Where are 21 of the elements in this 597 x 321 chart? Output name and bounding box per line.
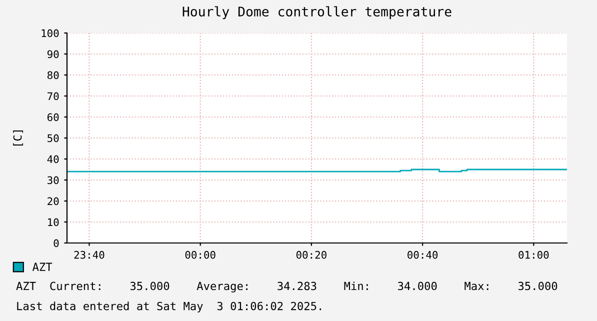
legend-label: AZT — [32, 262, 52, 271]
y-tick-label: 50 — [48, 134, 59, 142]
x-tick-label: 00:00 — [185, 250, 216, 259]
y-tick-label: 60 — [47, 113, 59, 122]
y-tick-label: 90 — [47, 50, 59, 58]
y-tick-label: 0 — [54, 239, 59, 248]
y-tick-label: 20 — [48, 197, 59, 206]
text: Last data entered at Sat May 3 01:06:02 2025. — [17, 302, 322, 312]
y-tick-label: 80 — [47, 71, 59, 80]
y-tick-label: 70 — [48, 92, 59, 100]
y-axis-title: [C] — [13, 130, 24, 146]
y-tick-label: 40 — [47, 155, 59, 164]
y-tick-label: 30 — [48, 176, 59, 184]
y-tick-label: 100 — [42, 29, 59, 38]
y-tick-label: 10 — [48, 218, 59, 226]
x-tick-label: 23:40 — [74, 250, 104, 259]
x-tick-label: 00:20 — [296, 250, 326, 259]
x-tick-label: 00:40 — [408, 250, 438, 259]
chart-title: Hourly Dome controller temperature — [182, 6, 452, 20]
x-tick-label: 01:00 — [518, 250, 549, 259]
text: AZT Current: 35.000 Average: 34.283 Min: 34.000 Max: 35.000 — [16, 282, 558, 292]
